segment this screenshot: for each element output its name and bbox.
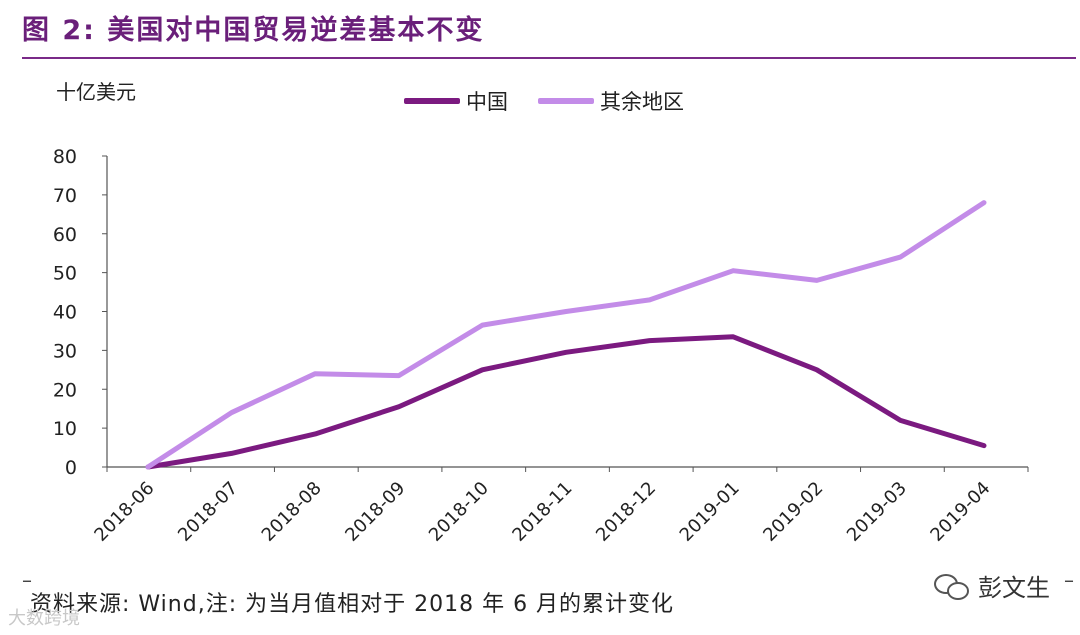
x-tick-label: 2018-10: [425, 478, 493, 546]
x-tick-label: 2018-08: [258, 478, 326, 546]
footer-dash-left: –: [22, 568, 32, 592]
x-tick-label: 2018-09: [341, 478, 409, 546]
series-line-china: [145, 334, 987, 470]
x-tick-label: 2018-12: [592, 478, 660, 546]
y-tick-label: 80: [53, 146, 77, 168]
legend-swatch-rest: [538, 98, 594, 104]
x-tick-label: 2018-11: [508, 478, 576, 546]
y-tick-label: 30: [53, 340, 77, 362]
legend-label-china: 中国: [466, 90, 508, 114]
chart-legend: 中国 其余地区: [404, 88, 684, 114]
legend-swatch-china: [404, 98, 460, 104]
x-tick-label: 2019-01: [676, 478, 744, 546]
y-axis-unit-label: 十亿美元: [56, 80, 136, 104]
y-tick-label: 10: [53, 418, 77, 440]
brand: 彭文生: [934, 568, 1050, 603]
source-note: 资料来源: Wind,注: 为当月值相对于 2018 年 6 月的累计变化: [30, 592, 675, 617]
series-line-rest: [145, 200, 987, 470]
x-tick-label: 2018-06: [90, 478, 158, 546]
x-tick-label: 2018-07: [174, 478, 242, 546]
y-tick-label: 70: [53, 185, 77, 207]
legend-label-rest: 其余地区: [600, 90, 684, 114]
figure-title: 图 2: 美国对中国贸易逆差基本不变: [22, 15, 485, 46]
watermark: 大数跨境: [8, 604, 80, 630]
y-tick-label: 60: [53, 224, 77, 246]
title-rule: [22, 57, 1076, 59]
y-tick-label: 20: [53, 379, 77, 401]
legend-item-china: 中国: [404, 86, 508, 116]
legend-item-rest: 其余地区: [538, 86, 684, 116]
y-tick-label: 40: [53, 302, 77, 324]
watermark-text: 大数跨境: [8, 608, 80, 629]
brand-name: 彭文生: [978, 574, 1050, 602]
wechat-icon: [934, 572, 970, 600]
x-tick-label: 2019-02: [759, 478, 827, 546]
x-tick-label: 2019-04: [926, 478, 994, 546]
footer-dash-right: –: [1064, 568, 1074, 592]
y-tick-label: 0: [65, 457, 77, 479]
y-tick-label: 50: [53, 263, 77, 285]
x-tick-label: 2019-03: [843, 478, 911, 546]
